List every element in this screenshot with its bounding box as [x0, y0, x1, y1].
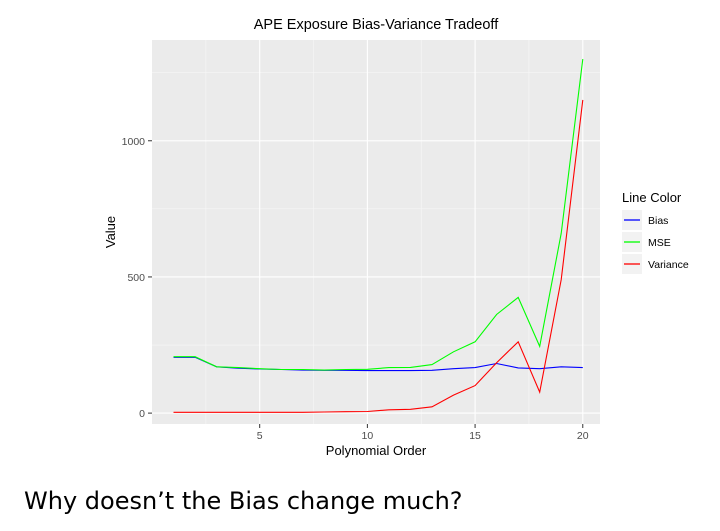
- question-text: Why doesn’t the Bias change much?: [24, 487, 463, 515]
- series-lines: [173, 59, 584, 413]
- x-tick-label: 10: [362, 430, 374, 442]
- legend-label-mse: MSE: [648, 237, 671, 249]
- legend: Line Color Bias MSE Variance: [622, 190, 689, 274]
- x-tick-label: 5: [257, 430, 263, 442]
- series-line-variance: [173, 99, 584, 413]
- x-tick-label: 15: [469, 430, 481, 442]
- legend-label-bias: Bias: [648, 215, 668, 227]
- plot-panel: [152, 40, 600, 424]
- y-tick-label: 500: [127, 272, 145, 284]
- chart-title: APE Exposure Bias-Variance Tradeoff: [254, 17, 499, 33]
- x-tick-label: 20: [577, 430, 589, 442]
- minor-gridlines: [152, 40, 600, 424]
- y-axis-label: Value: [103, 216, 118, 248]
- legend-title: Line Color: [622, 190, 682, 205]
- y-tick-label: 1000: [122, 136, 146, 148]
- series-line-mse: [173, 59, 584, 371]
- legend-label-variance: Variance: [648, 259, 689, 271]
- y-tick-label: 0: [139, 408, 145, 420]
- x-axis-label: Polynomial Order: [326, 443, 427, 458]
- axis-ticks: 5 10 15 20 0 500 1000: [122, 136, 589, 442]
- chart: 5 10 15 20 0 500 1000 APE Exposure Bias-Varian…: [103, 17, 689, 458]
